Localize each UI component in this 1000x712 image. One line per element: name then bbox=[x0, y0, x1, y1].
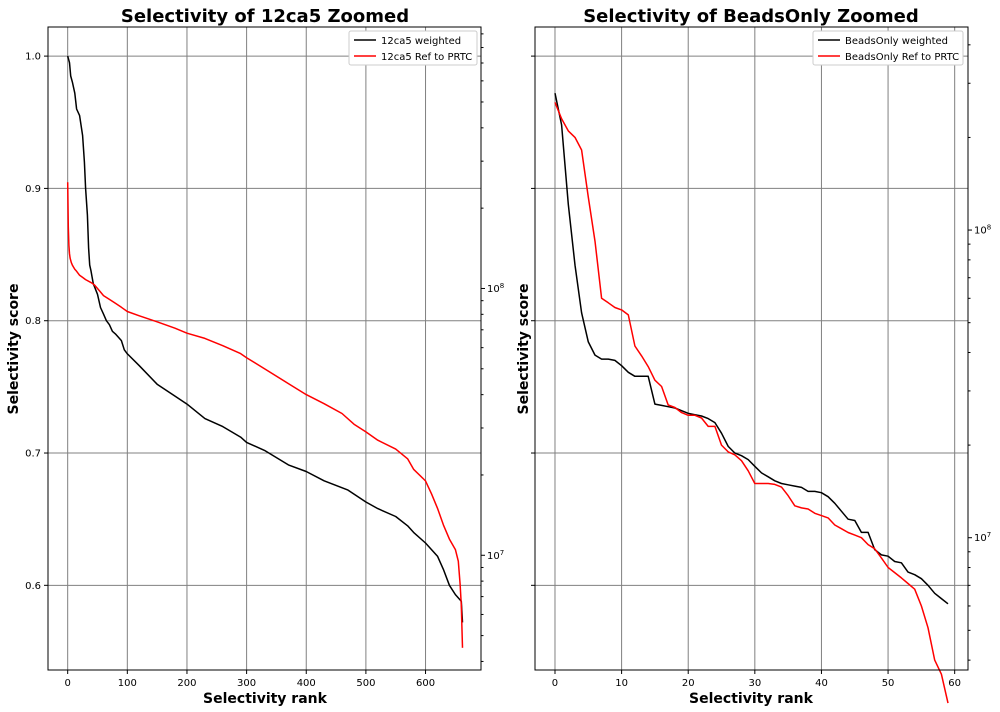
x-tick-label: 30 bbox=[748, 678, 761, 689]
x-tick-label: 0 bbox=[64, 678, 70, 689]
y-axis-label: Selectivity score bbox=[516, 284, 532, 415]
chart-title: Selectivity of 12ca5 Zoomed bbox=[121, 6, 409, 27]
panel-beadsonly: Selectivity of BeadsOnly Zoomed 0 10 20 30 4… bbox=[516, 6, 991, 707]
secondary-y-ticks: 108 107 bbox=[481, 33, 504, 662]
x-tick-label: 500 bbox=[356, 678, 375, 689]
x-tick-label: 100 bbox=[118, 678, 137, 689]
legend-entry: BeadsOnly Ref to PRTC bbox=[845, 52, 959, 63]
y-tick-label: 0.7 bbox=[25, 449, 41, 460]
secondary-y-tick-label: 107 bbox=[487, 549, 504, 562]
secondary-y-ticks: 108 107 bbox=[968, 44, 991, 661]
y-axis-label: Selectivity score bbox=[6, 284, 22, 415]
y-tick-label: 0.8 bbox=[25, 316, 41, 327]
series-line bbox=[66, 55, 464, 623]
x-axis-label: Selectivity rank bbox=[203, 691, 328, 707]
x-tick-label: 600 bbox=[416, 678, 435, 689]
secondary-y-tick-label: 107 bbox=[974, 531, 991, 544]
secondary-y-tick-label: 108 bbox=[487, 282, 504, 295]
x-ticks: 0 100 200 300 400 500 600 bbox=[64, 670, 435, 689]
legend: BeadsOnly weighted BeadsOnly Ref to PRTC bbox=[812, 30, 964, 66]
x-tick-label: 300 bbox=[237, 678, 256, 689]
panel-12ca5: Selectivity of 12ca5 Zoomed 0 100 200 300 40… bbox=[6, 6, 504, 707]
x-tick-label: 10 bbox=[615, 678, 628, 689]
y-tick-label: 0.6 bbox=[25, 581, 41, 592]
chart-title: Selectivity of BeadsOnly Zoomed bbox=[583, 6, 919, 27]
y-ticks bbox=[531, 55, 535, 586]
y-tick-label: 1.0 bbox=[25, 52, 41, 63]
legend-entry: BeadsOnly weighted bbox=[845, 36, 948, 47]
x-tick-label: 200 bbox=[177, 678, 196, 689]
grid bbox=[48, 27, 481, 670]
series-line bbox=[554, 102, 949, 704]
series-lines bbox=[66, 55, 464, 648]
x-tick-label: 400 bbox=[297, 678, 316, 689]
x-tick-label: 60 bbox=[948, 678, 961, 689]
x-tick-label: 20 bbox=[682, 678, 695, 689]
plot-frame bbox=[534, 26, 969, 671]
x-tick-label: 0 bbox=[552, 678, 558, 689]
x-ticks: 0 10 20 30 40 50 60 bbox=[552, 670, 961, 689]
legend: 12ca5 weighted 12ca5 Ref to PRTC bbox=[348, 30, 478, 66]
series-line bbox=[66, 182, 464, 648]
y-ticks: 0.6 0.7 0.8 0.9 1.0 bbox=[25, 52, 48, 592]
grid bbox=[535, 27, 968, 670]
y-tick-label: 0.9 bbox=[25, 184, 41, 195]
legend-entry: 12ca5 weighted bbox=[381, 36, 461, 47]
legend-entry: 12ca5 Ref to PRTC bbox=[381, 52, 472, 63]
legend-box bbox=[812, 30, 964, 66]
secondary-y-tick-label: 108 bbox=[974, 224, 991, 237]
series-lines bbox=[554, 93, 949, 704]
plot-frame bbox=[47, 26, 482, 671]
series-line bbox=[554, 93, 949, 605]
x-tick-label: 50 bbox=[882, 678, 895, 689]
legend-box bbox=[348, 30, 478, 66]
x-tick-label: 40 bbox=[815, 678, 828, 689]
x-axis-label: Selectivity rank bbox=[689, 691, 814, 707]
